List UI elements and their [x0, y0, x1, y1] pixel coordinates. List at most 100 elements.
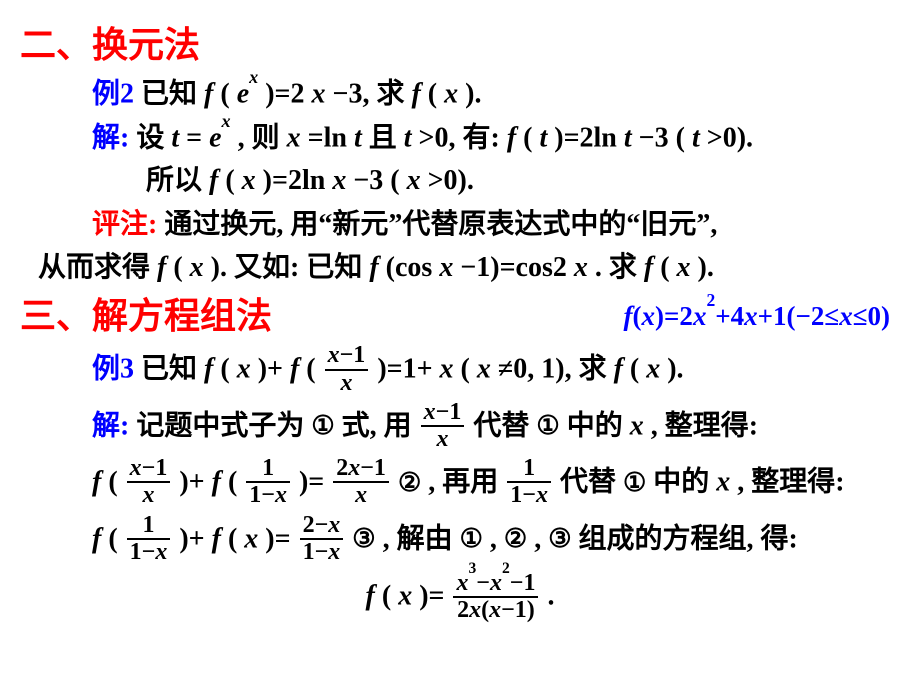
t: )= [419, 580, 451, 611]
t: )=2 [265, 79, 304, 110]
t: f [92, 523, 101, 554]
t: )= [265, 523, 297, 554]
t: 1 [246, 456, 290, 483]
t: t [171, 122, 179, 153]
section3-row: 三、解方程组法 f(x)=2x2+4x+1(−2≤x≤0) [20, 291, 900, 341]
comment-line1: 评注: 通过换元, 用“新元”代替原表达式中的“旧元”, [20, 205, 900, 244]
t: f [614, 354, 623, 385]
t: 2 [706, 290, 715, 310]
t: ( [220, 79, 229, 110]
t: ( [660, 252, 669, 283]
t: f [157, 252, 166, 283]
t: e [209, 122, 221, 153]
t: x [242, 165, 256, 196]
t: 式, 用 [342, 410, 419, 441]
t: x [839, 301, 853, 331]
t: ( [228, 467, 244, 498]
solution2-line1: 解: 设 t = ex , 则 x =ln t 且 t >0, 有: f ( t… [20, 118, 900, 158]
t: 代替 [560, 467, 616, 498]
circled-1d: ① [460, 521, 483, 557]
t: x [328, 512, 340, 538]
t: t [539, 122, 547, 153]
t: −1 [360, 455, 386, 481]
t: 已知 [141, 79, 204, 110]
t: f [290, 354, 299, 385]
t: x [398, 580, 412, 611]
frac: 2−x 1−x [300, 513, 344, 565]
t: x [574, 252, 588, 283]
circled-1: ① [311, 408, 334, 444]
t: −1)=cos2 [460, 252, 567, 283]
t: ). [698, 252, 714, 283]
t: x [693, 301, 707, 331]
t: , 解由 [383, 523, 453, 554]
t: 1− [303, 539, 329, 565]
t: ( [306, 354, 322, 385]
t: 1 [127, 513, 171, 540]
solution3-line4: f ( x )= x3−x2−1 2x(x−1) . [20, 571, 900, 625]
t: 2 [336, 455, 348, 481]
t: t [354, 122, 362, 153]
t: )+ [179, 467, 204, 498]
t: x [275, 482, 287, 508]
t: +1(−2≤ [758, 301, 840, 331]
t: f [369, 252, 378, 283]
t: >0). [428, 165, 474, 196]
t: x [489, 597, 501, 623]
t: − [476, 570, 490, 596]
frac: x−1 x [127, 456, 171, 508]
t: )=2ln [263, 165, 326, 196]
t: , 整理得: [737, 467, 844, 498]
t: x [407, 165, 421, 196]
frac: x3−x2−1 2x(x−1) [453, 569, 538, 623]
solution3-line2: f ( x−1 x )+ f ( 1 1−x )= 2x−1 x ② , 再用 … [20, 458, 900, 510]
t: ( [220, 354, 229, 385]
t: −1 [340, 342, 366, 368]
t: x [444, 79, 458, 110]
t: x [244, 523, 258, 554]
t: , [490, 523, 497, 554]
t: x [332, 165, 346, 196]
t: t [404, 122, 412, 153]
solution2-label: 解: [92, 122, 129, 153]
t: ( [228, 523, 237, 554]
t: 记题中式子为 [136, 410, 304, 441]
t: ( [523, 122, 532, 153]
circled-2: ② [398, 465, 421, 501]
t: e [237, 79, 249, 110]
t: ( [108, 467, 124, 498]
t: 从而求得 [38, 252, 150, 283]
t: 所以 [146, 165, 209, 196]
t: f [507, 122, 516, 153]
t: x [536, 482, 548, 508]
t: 2 [457, 597, 469, 623]
t: +4 [715, 301, 744, 331]
t: x [469, 597, 481, 623]
frac: x−1 x [325, 343, 369, 395]
t: ). [465, 79, 481, 110]
frac: x−1 x [421, 400, 465, 452]
t: )=2 [655, 301, 693, 331]
t: =ln [308, 122, 347, 153]
t: f [212, 523, 221, 554]
t: f [92, 467, 101, 498]
frac: 1 1−x [507, 456, 551, 508]
t: x [348, 455, 360, 481]
t: ( [108, 523, 124, 554]
t: )+ [179, 523, 204, 554]
t: ( [225, 165, 234, 196]
t: f [366, 580, 375, 611]
t: x [328, 539, 340, 565]
t: f [212, 467, 221, 498]
t: ( [173, 252, 182, 283]
t: x [237, 354, 251, 385]
t: ). 又如: 已知 [211, 252, 370, 283]
t: −3 ( [639, 122, 685, 153]
t: 中的 [567, 410, 630, 441]
t: . [547, 580, 554, 611]
t: x [130, 455, 142, 481]
t: 1− [510, 482, 536, 508]
t: x [677, 252, 691, 283]
solution3-label: 解: [92, 410, 129, 441]
t: 中的 [653, 467, 716, 498]
